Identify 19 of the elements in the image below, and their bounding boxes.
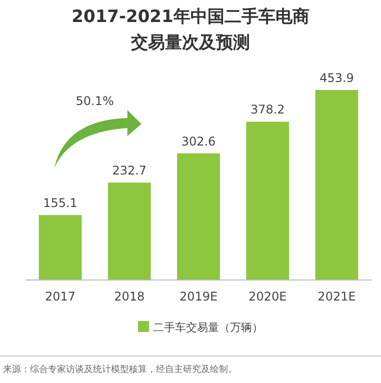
bar [315, 90, 358, 280]
source-note: 来源：综合专家访谈及统计模型核算，经自主研究及绘制。 [3, 364, 237, 375]
bar [108, 182, 151, 280]
x-tick-label: 2019E [179, 290, 218, 304]
bar [177, 153, 220, 280]
data-label: 453.9 [320, 71, 354, 85]
x-tick-label: 2021E [318, 290, 356, 304]
data-label: 378.2 [250, 102, 285, 117]
x-tick-label: 2017 [44, 290, 76, 304]
chart-title: 2017-2021年中国二手车电商交易量次及预测 [72, 7, 310, 53]
bar [38, 215, 82, 280]
data-label: 232.7 [112, 164, 147, 178]
x-tick-label: 2020E [248, 290, 287, 304]
x-tick-label: 2018 [114, 290, 145, 304]
data-label: 302.6 [181, 134, 216, 148]
legend-label: 二手车交易量（万辆） [153, 321, 263, 334]
data-label: 155.1 [43, 196, 78, 210]
bar [246, 122, 290, 280]
annotation: 50.1% [76, 94, 114, 108]
